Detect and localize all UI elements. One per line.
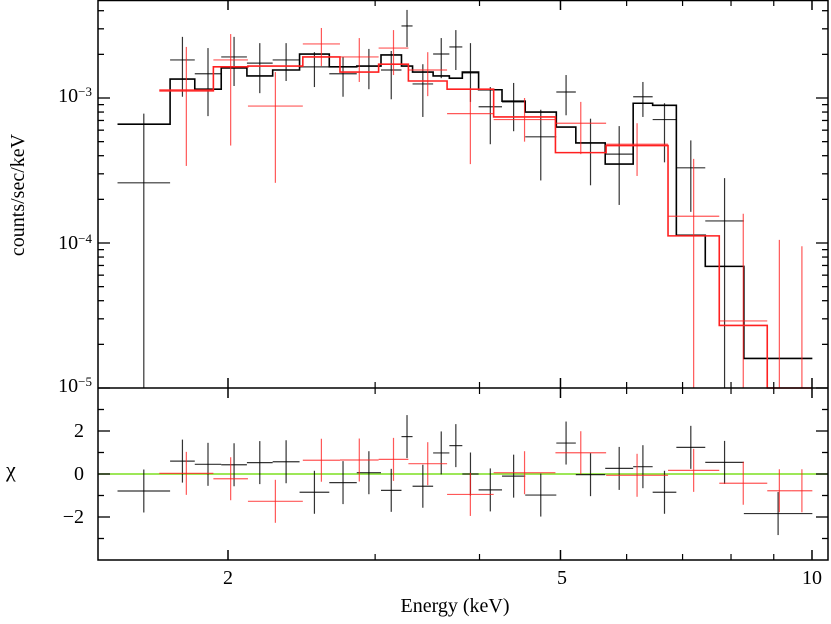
x-tick-label-5: 5 <box>557 567 567 589</box>
y-tick-label-1e-3: 10−3 <box>58 84 92 107</box>
residual-tick-label-minus2: −2 <box>62 506 84 528</box>
x-axis-label: Energy (keV) <box>400 595 510 617</box>
residual-axis-label: χ <box>6 457 16 482</box>
x-tick-label-10: 10 <box>802 567 822 589</box>
y-tick-label-1e-4: 10−4 <box>58 231 92 254</box>
y-axis-label: counts/sec/keV <box>7 133 29 257</box>
model-step-black <box>117 53 813 360</box>
plot-frame <box>97 0 829 561</box>
residual-tick-label-2: 2 <box>74 420 84 442</box>
x-tick-label-2: 2 <box>223 567 233 589</box>
residual-tick-label-0: 0 <box>74 463 84 485</box>
y-tick-label-1e-5: 10−5 <box>58 374 92 397</box>
model-step-red <box>159 56 813 389</box>
